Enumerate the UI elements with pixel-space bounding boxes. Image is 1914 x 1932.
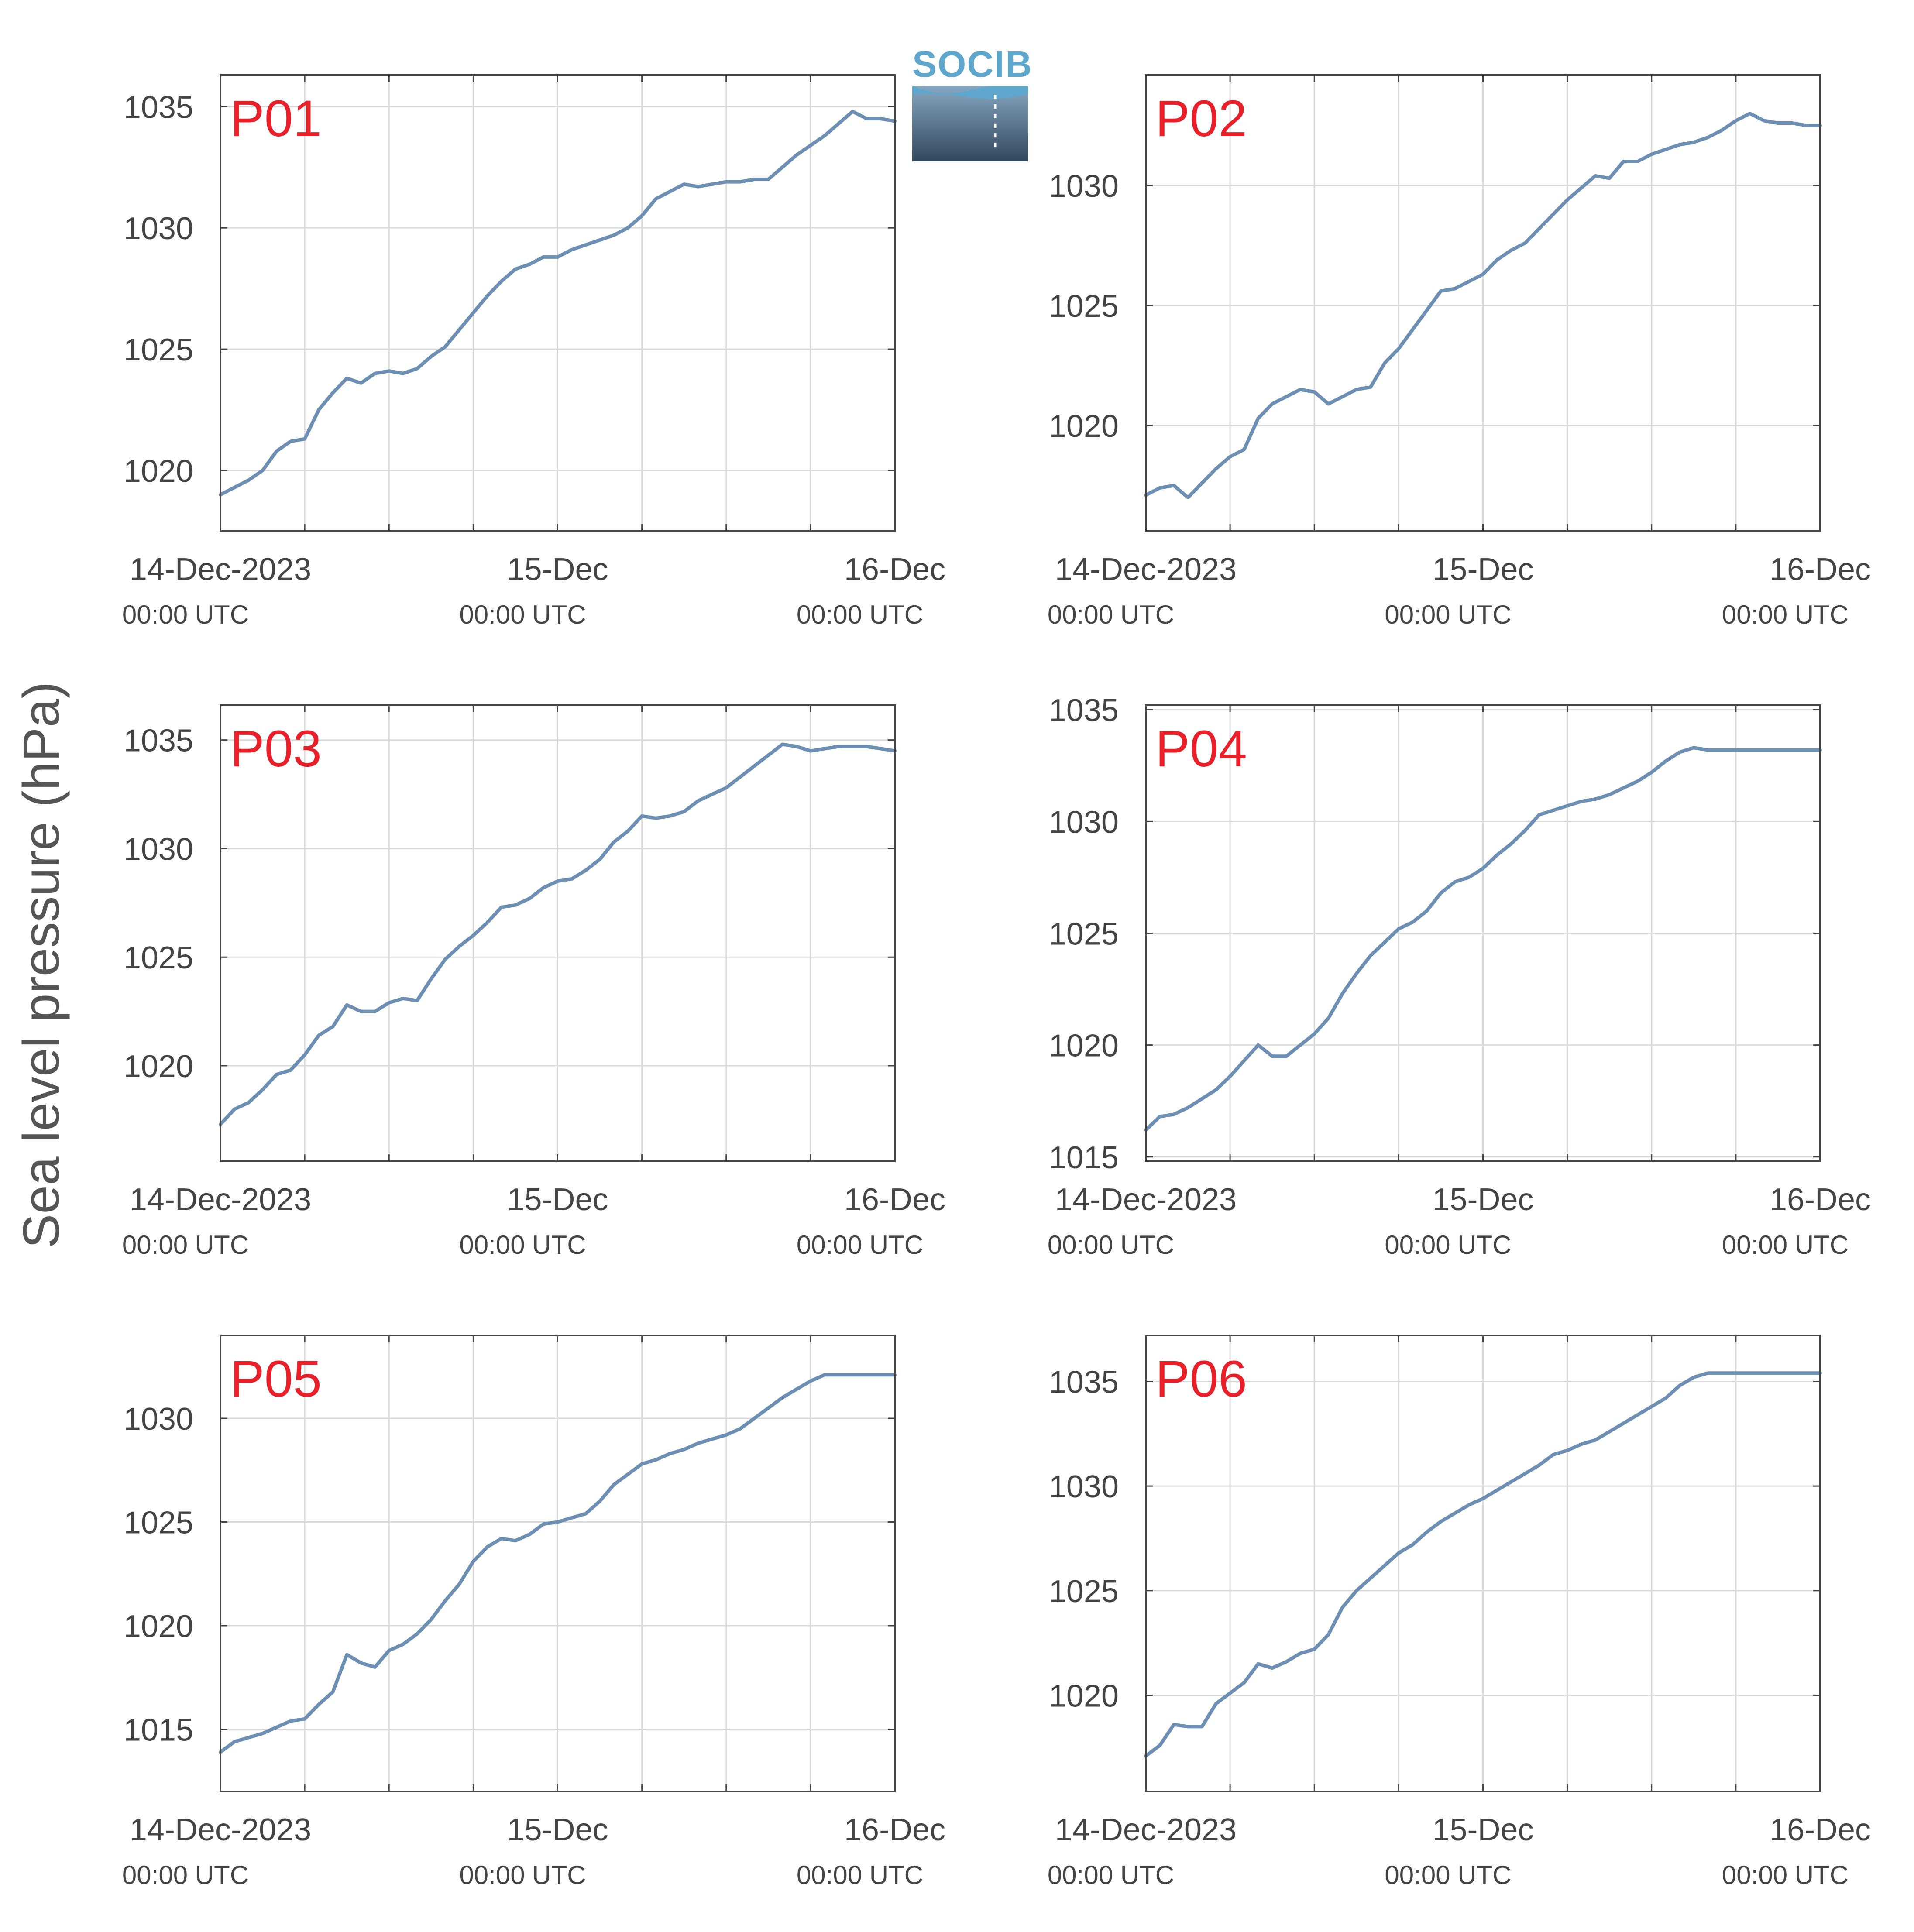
x-tick-label-date: 16-Dec [844,1182,945,1217]
x-tick-label-time: 00:00 UTC [1048,600,1174,629]
x-tick-label-date: 14-Dec-2023 [1055,1182,1237,1217]
series-line-p04 [1144,746,1822,1132]
x-tick-label-time: 00:00 UTC [1722,1860,1849,1890]
x-tick-label-time: 00:00 UTC [797,1860,923,1890]
series-line-p03 [219,742,897,1126]
x-tick-label-date: 16-Dec [1770,552,1871,587]
series-line-p06 [1144,1371,1822,1758]
subplot-p04: 1015 1020 1025 1030 1035 14-Dec-2023 00:00 UTC… [1048,693,1871,1259]
x-tick-label-time: 00:00 UTC [1385,600,1511,629]
series-line-p05 [219,1373,897,1754]
x-tick-label-time: 00:00 UTC [1722,600,1849,629]
y-tick-label: 1015 [124,1713,193,1748]
y-tick-label: 1020 [124,454,193,489]
subplot-p02: 1020 1025 1030 14-Dec-2023 00:00 UTC 15-Dec 00… [1048,74,1871,629]
x-tick-label-time: 00:00 UTC [122,1230,249,1259]
axes-frame [220,704,896,1162]
x-tick-label-date: 15-Dec [1432,552,1533,587]
station-label: P04 [1155,720,1247,778]
subplot-p05: 1015 1020 1025 1030 14-Dec-2023 00:00 UTC 15-D… [122,1335,945,1890]
x-tick-label-time: 00:00 UTC [1048,1860,1174,1890]
x-tick-label-time: 00:00 UTC [1385,1860,1511,1890]
x-tick-label-time: 00:00 UTC [797,600,923,629]
x-tick-label-time: 00:00 UTC [459,1860,586,1890]
y-tick-label: 1025 [124,1506,193,1541]
socib-logo: SOCIB [912,44,1033,161]
subplot-p03: 1020 1025 1030 1035 14-Dec-2023 00:00 UTC 15-D… [122,704,945,1259]
x-tick-label-date: 15-Dec [507,1812,608,1847]
x-tick-label-time: 00:00 UTC [1722,1230,1849,1259]
y-tick-label: 1025 [124,333,193,367]
x-tick-label-date: 14-Dec-2023 [130,1182,311,1217]
axes-frame [1145,74,1821,532]
x-tick-label-time: 00:00 UTC [1048,1230,1174,1259]
axes-frame [1145,1335,1821,1792]
series-line-p01 [219,110,897,497]
y-tick-label: 1020 [124,1049,193,1084]
x-tick-label-date: 15-Dec [1432,1182,1533,1217]
x-tick-label-date: 14-Dec-2023 [130,1812,311,1847]
y-tick-label: 1030 [1049,805,1119,840]
x-tick-label-date: 16-Dec [1770,1182,1871,1217]
y-tick-label: 1015 [1049,1140,1119,1175]
axes-frame [220,74,896,532]
y-tick-label: 1020 [1049,1678,1119,1713]
x-tick-label-date: 16-Dec [844,1812,945,1847]
y-tick-label: 1030 [124,211,193,246]
y-tick-label: 1025 [1049,1574,1119,1609]
y-tick-label: 1035 [124,90,193,125]
station-label: P03 [230,720,322,778]
y-tick-label: 1030 [124,832,193,867]
x-tick-label-time: 00:00 UTC [122,600,249,629]
x-tick-label-time: 00:00 UTC [797,1230,923,1259]
station-label: P06 [1155,1350,1247,1408]
x-tick-label-date: 14-Dec-2023 [130,552,311,587]
x-tick-label-date: 16-Dec [844,552,945,587]
axes-frame [1145,704,1821,1162]
x-tick-label-date: 14-Dec-2023 [1055,552,1237,587]
x-tick-label-time: 00:00 UTC [459,1230,586,1259]
socib-logo-wave-icon [912,86,1028,161]
y-tick-label: 1025 [124,940,193,975]
y-tick-label: 1025 [1049,289,1119,324]
y-tick-label: 1020 [1049,1029,1119,1064]
y-tick-label: 1030 [1049,1469,1119,1504]
x-tick-label-time: 00:00 UTC [459,600,586,629]
y-tick-label: 1035 [124,724,193,758]
x-tick-label-date: 14-Dec-2023 [1055,1812,1237,1847]
series-line-p02 [1144,112,1822,499]
socib-logo-text: SOCIB [912,44,1033,85]
y-tick-label: 1035 [1049,693,1119,728]
x-tick-label-date: 15-Dec [507,552,608,587]
x-tick-label-time: 00:00 UTC [1385,1230,1511,1259]
subplot-p06: 1020 1025 1030 1035 14-Dec-2023 00:00 UTC 15-D… [1048,1335,1871,1890]
x-tick-label-date: 15-Dec [507,1182,608,1217]
y-tick-label: 1025 [1049,917,1119,952]
station-label: P02 [1155,90,1247,148]
station-label: P01 [230,90,322,148]
station-label: P05 [230,1350,322,1408]
y-tick-label: 1035 [1049,1365,1119,1400]
y-tick-label: 1030 [124,1402,193,1437]
x-tick-label-date: 16-Dec [1770,1812,1871,1847]
y-tick-label: 1020 [1049,409,1119,444]
x-tick-label-time: 00:00 UTC [122,1860,249,1890]
y-tick-label: 1020 [124,1609,193,1644]
x-tick-label-date: 15-Dec [1432,1812,1533,1847]
y-axis-label: Sea level pressure (hPa) [13,681,70,1249]
y-tick-label: 1030 [1049,169,1119,204]
axes-frame [220,1335,896,1792]
subplot-p01: 1020 1025 1030 1035 14-Dec-2023 00:00 UTC 15-D… [122,74,945,629]
